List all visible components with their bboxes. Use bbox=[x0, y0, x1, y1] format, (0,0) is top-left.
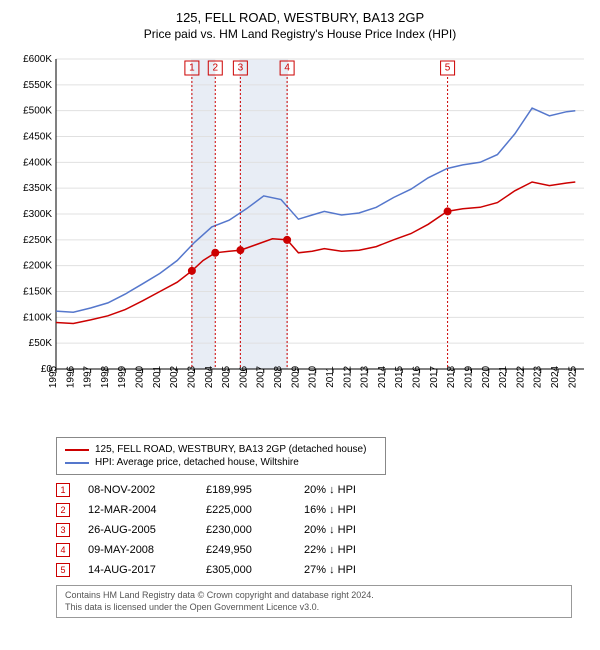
sale-pct: 22% ↓ HPI bbox=[304, 544, 394, 556]
svg-text:2: 2 bbox=[212, 63, 218, 74]
table-row: 4 09-MAY-2008 £249,950 22% ↓ HPI bbox=[56, 543, 572, 557]
sale-date: 26-AUG-2005 bbox=[88, 524, 188, 536]
sale-price: £230,000 bbox=[206, 524, 286, 536]
svg-text:3: 3 bbox=[238, 63, 244, 74]
svg-text:1: 1 bbox=[189, 63, 195, 74]
page-subtitle: Price paid vs. HM Land Registry's House … bbox=[8, 27, 592, 41]
legend-label: 125, FELL ROAD, WESTBURY, BA13 2GP (deta… bbox=[95, 444, 366, 455]
svg-text:£250K: £250K bbox=[23, 235, 52, 246]
legend-swatch bbox=[65, 462, 89, 464]
table-row: 1 08-NOV-2002 £189,995 20% ↓ HPI bbox=[56, 483, 572, 497]
svg-text:£150K: £150K bbox=[23, 287, 52, 298]
sale-price: £249,950 bbox=[206, 544, 286, 556]
sale-date: 08-NOV-2002 bbox=[88, 484, 188, 496]
sale-pct: 20% ↓ HPI bbox=[304, 524, 394, 536]
sale-marker: 5 bbox=[56, 563, 70, 577]
svg-text:£300K: £300K bbox=[23, 209, 52, 220]
footer-licence: Contains HM Land Registry data © Crown c… bbox=[56, 585, 572, 618]
sale-pct: 20% ↓ HPI bbox=[304, 484, 394, 496]
sale-pct: 16% ↓ HPI bbox=[304, 504, 394, 516]
svg-text:£200K: £200K bbox=[23, 261, 52, 272]
sale-marker: 1 bbox=[56, 483, 70, 497]
svg-text:5: 5 bbox=[445, 63, 451, 74]
svg-text:£400K: £400K bbox=[23, 157, 52, 168]
legend-swatch bbox=[65, 449, 89, 451]
footer-line: This data is licensed under the Open Gov… bbox=[65, 602, 563, 614]
legend-item: 125, FELL ROAD, WESTBURY, BA13 2GP (deta… bbox=[65, 444, 377, 455]
sale-date: 09-MAY-2008 bbox=[88, 544, 188, 556]
sale-price: £225,000 bbox=[206, 504, 286, 516]
footer-line: Contains HM Land Registry data © Crown c… bbox=[65, 590, 563, 602]
svg-text:£600K: £600K bbox=[23, 54, 52, 65]
svg-text:£500K: £500K bbox=[23, 106, 52, 117]
svg-text:£50K: £50K bbox=[29, 338, 53, 349]
svg-text:£550K: £550K bbox=[23, 80, 52, 91]
sale-price: £305,000 bbox=[206, 564, 286, 576]
svg-text:£100K: £100K bbox=[23, 312, 52, 323]
legend-item: HPI: Average price, detached house, Wilt… bbox=[65, 457, 377, 468]
svg-text:4: 4 bbox=[284, 63, 290, 74]
sale-date: 12-MAR-2004 bbox=[88, 504, 188, 516]
sale-marker: 3 bbox=[56, 523, 70, 537]
sale-pct: 27% ↓ HPI bbox=[304, 564, 394, 576]
table-row: 5 14-AUG-2017 £305,000 27% ↓ HPI bbox=[56, 563, 572, 577]
legend-label: HPI: Average price, detached house, Wilt… bbox=[95, 457, 299, 468]
sale-price: £189,995 bbox=[206, 484, 286, 496]
sale-marker: 2 bbox=[56, 503, 70, 517]
page-title: 125, FELL ROAD, WESTBURY, BA13 2GP bbox=[8, 10, 592, 25]
table-row: 3 26-AUG-2005 £230,000 20% ↓ HPI bbox=[56, 523, 572, 537]
svg-text:£450K: £450K bbox=[23, 132, 52, 143]
table-row: 2 12-MAR-2004 £225,000 16% ↓ HPI bbox=[56, 503, 572, 517]
sale-marker: 4 bbox=[56, 543, 70, 557]
sale-date: 14-AUG-2017 bbox=[88, 564, 188, 576]
svg-text:£350K: £350K bbox=[23, 183, 52, 194]
sales-table: 1 08-NOV-2002 £189,995 20% ↓ HPI 2 12-MAR-200… bbox=[56, 483, 572, 577]
chart-legend: 125, FELL ROAD, WESTBURY, BA13 2GP (deta… bbox=[56, 437, 386, 475]
price-chart: £0£50K£100K£150K£200K£250K£300K£350K£400… bbox=[8, 49, 592, 429]
